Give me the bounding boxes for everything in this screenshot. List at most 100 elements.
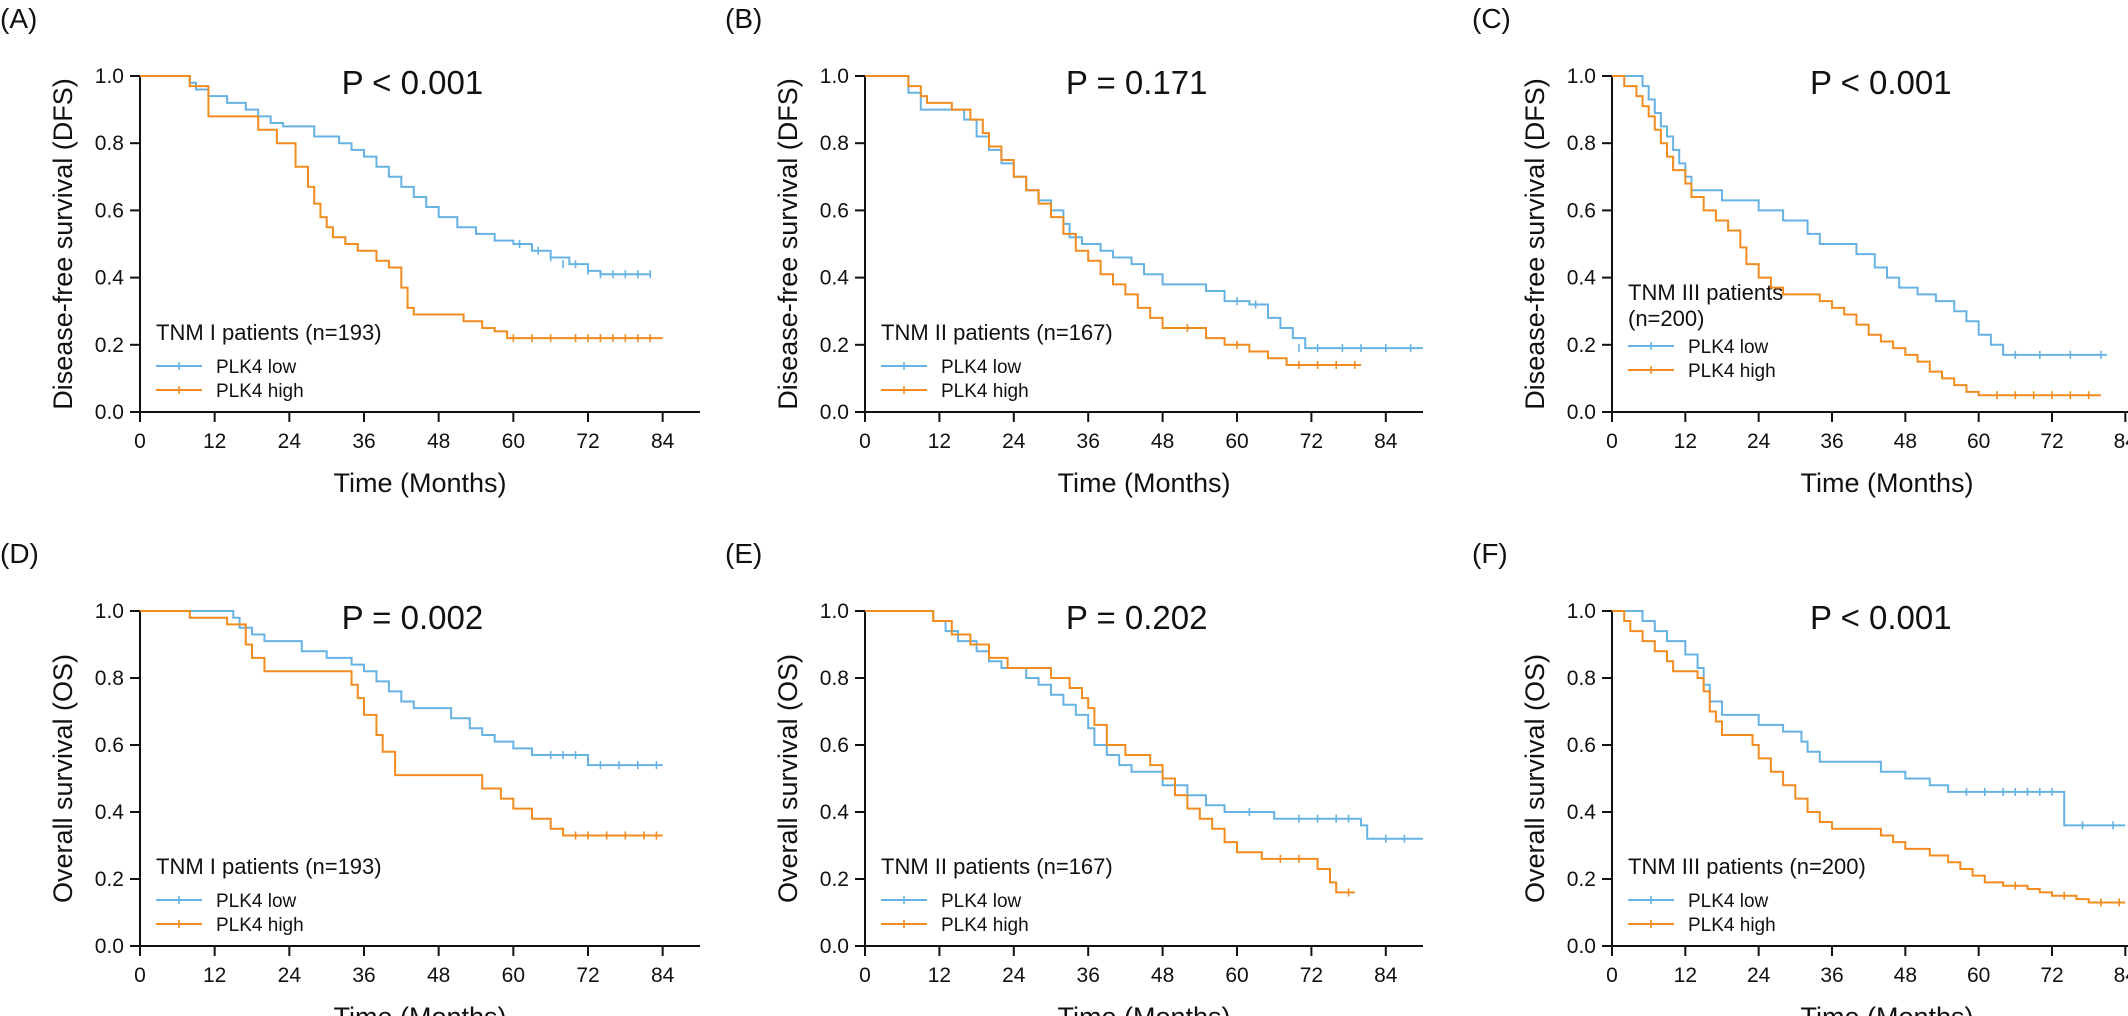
km-line-high bbox=[865, 75, 1361, 366]
x-tick-label: 24 bbox=[1747, 430, 1771, 453]
axes: 0 12 24 36 48 60 72 84 0.0 0.2 0.4 0.6 0.8 1.0 bbox=[95, 65, 700, 453]
x-tick-label: 60 bbox=[502, 964, 525, 987]
x-tick-label: 12 bbox=[1674, 430, 1697, 453]
cohort-label: TNM III patients bbox=[1628, 280, 1783, 305]
x-tick-label: 24 bbox=[278, 430, 302, 453]
y-tick-label: 0.4 bbox=[95, 267, 125, 290]
y-tick-label: 1.0 bbox=[95, 65, 124, 88]
x-tick-label: 60 bbox=[1967, 430, 1990, 453]
y-tick-label: 0.2 bbox=[95, 334, 124, 357]
y-tick-label: 0.6 bbox=[820, 199, 849, 222]
y-tick-label: 0.8 bbox=[820, 667, 849, 690]
y-tick-label: 0.6 bbox=[1567, 734, 1596, 757]
y-tick-label: 0.4 bbox=[95, 801, 125, 824]
x-tick-label: 36 bbox=[1077, 430, 1100, 453]
legend-label-low: PLK4 low bbox=[1688, 891, 1769, 912]
y-axis-title: Overall survival (OS) bbox=[1520, 654, 1550, 903]
km-line-low bbox=[140, 75, 651, 276]
y-tick-label: 0.6 bbox=[1567, 199, 1596, 222]
x-tick-label: 60 bbox=[1225, 430, 1248, 453]
y-tick-label: 0.0 bbox=[95, 935, 124, 958]
km-line-high bbox=[1612, 75, 2101, 397]
x-tick-label: 0 bbox=[134, 964, 146, 987]
legend-label-low: PLK4 low bbox=[941, 357, 1022, 378]
y-tick-label: 1.0 bbox=[820, 65, 849, 88]
y-tick-label: 0.2 bbox=[820, 334, 849, 357]
x-tick-label: 84 bbox=[2114, 430, 2128, 453]
x-tick-label: 72 bbox=[576, 964, 599, 987]
panel-label: (F) bbox=[1472, 538, 1508, 569]
y-tick-label: 0.0 bbox=[820, 935, 849, 958]
p-value: P < 0.001 bbox=[1810, 64, 1952, 101]
panel-label: (B) bbox=[725, 3, 762, 34]
x-axis-title: Time (Months) bbox=[1057, 1002, 1230, 1016]
y-tick-label: 0.6 bbox=[95, 734, 124, 757]
p-value: P = 0.171 bbox=[1066, 64, 1208, 101]
y-tick-label: 0.0 bbox=[820, 401, 849, 424]
x-tick-label: 12 bbox=[1674, 964, 1697, 987]
y-axis-title: Disease-free survival (DFS) bbox=[1520, 78, 1550, 410]
x-tick-label: 48 bbox=[1151, 964, 1174, 987]
y-tick-label: 1.0 bbox=[820, 600, 849, 623]
axes: 0 12 24 36 48 60 72 84 0.0 0.2 0.4 0.6 0.8 1.0 bbox=[1567, 65, 2128, 453]
y-tick-label: 0.8 bbox=[1567, 667, 1596, 690]
y-tick-label: 0.2 bbox=[1567, 868, 1596, 891]
legend-label-high: PLK4 high bbox=[1688, 361, 1776, 382]
y-tick-label: 0.2 bbox=[95, 868, 124, 891]
axes: 0 12 24 36 48 60 72 84 0.0 0.2 0.4 0.6 0.8 1.0 bbox=[95, 600, 700, 987]
km-line-high bbox=[140, 610, 663, 837]
x-tick-label: 84 bbox=[2114, 964, 2128, 987]
x-tick-label: 48 bbox=[1894, 430, 1917, 453]
x-axis-title: Time (Months) bbox=[1057, 468, 1230, 498]
cohort-count: (n=200) bbox=[1628, 306, 1704, 331]
x-tick-label: 60 bbox=[502, 430, 525, 453]
panel-label: (D) bbox=[0, 538, 39, 569]
legend-label-low: PLK4 low bbox=[216, 891, 297, 912]
x-tick-label: 24 bbox=[1747, 964, 1771, 987]
panel-label: (E) bbox=[725, 538, 762, 569]
x-tick-label: 48 bbox=[1151, 430, 1174, 453]
y-tick-label: 0.8 bbox=[95, 132, 124, 155]
y-tick-label: 0.6 bbox=[820, 734, 849, 757]
x-axis-title: Time (Months) bbox=[1800, 1002, 1973, 1016]
km-line-low bbox=[1612, 610, 2126, 827]
legend-label-low: PLK4 low bbox=[941, 891, 1022, 912]
x-tick-label: 60 bbox=[1967, 964, 1990, 987]
x-tick-label: 36 bbox=[352, 430, 375, 453]
legend-label-high: PLK4 high bbox=[216, 915, 304, 936]
y-axis-title: Overall survival (OS) bbox=[773, 654, 803, 903]
y-tick-label: 0.4 bbox=[820, 801, 850, 824]
x-tick-label: 36 bbox=[1820, 430, 1843, 453]
cohort-label: TNM II patients (n=167) bbox=[881, 320, 1113, 345]
y-tick-label: 0.8 bbox=[95, 667, 124, 690]
p-value: P < 0.001 bbox=[342, 64, 484, 101]
p-value: P = 0.202 bbox=[1066, 599, 1208, 636]
km-line-high bbox=[1612, 610, 2126, 904]
axes: 0 12 24 36 48 60 72 84 0.0 0.2 0.4 0.6 0.8 1.0 bbox=[1567, 600, 2128, 987]
x-tick-label: 12 bbox=[928, 964, 951, 987]
x-tick-label: 0 bbox=[134, 430, 146, 453]
km-panel: 0 12 24 36 48 60 72 84 0.0 0.2 0.4 0.6 0.8 1.0 Time (M… bbox=[1472, 3, 2128, 498]
x-axis-title: Time (Months) bbox=[1800, 468, 1973, 498]
y-tick-label: 0.0 bbox=[95, 401, 124, 424]
x-tick-label: 72 bbox=[1300, 964, 1323, 987]
km-line-low bbox=[1612, 75, 2107, 356]
x-tick-label: 36 bbox=[1820, 964, 1843, 987]
cohort-label: TNM I patients (n=193) bbox=[156, 320, 382, 345]
y-tick-label: 1.0 bbox=[95, 600, 124, 623]
cohort-label: TNM III patients (n=200) bbox=[1628, 854, 1866, 879]
x-tick-label: 24 bbox=[1002, 430, 1026, 453]
axes: 0 12 24 36 48 60 72 84 0.0 0.2 0.4 0.6 0.8 1.0 bbox=[820, 600, 1423, 987]
legend-label-low: PLK4 low bbox=[216, 357, 297, 378]
x-tick-label: 48 bbox=[427, 430, 450, 453]
y-axis-title: Overall survival (OS) bbox=[48, 654, 78, 903]
km-line-low bbox=[865, 75, 1423, 350]
x-tick-label: 24 bbox=[278, 964, 302, 987]
p-value: P = 0.002 bbox=[342, 599, 484, 636]
legend-label-low: PLK4 low bbox=[1688, 337, 1769, 358]
x-tick-label: 72 bbox=[2040, 964, 2063, 987]
x-tick-label: 12 bbox=[928, 430, 951, 453]
panel-label: (C) bbox=[1472, 3, 1511, 34]
x-tick-label: 24 bbox=[1002, 964, 1026, 987]
x-axis-title: Time (Months) bbox=[333, 1002, 506, 1016]
